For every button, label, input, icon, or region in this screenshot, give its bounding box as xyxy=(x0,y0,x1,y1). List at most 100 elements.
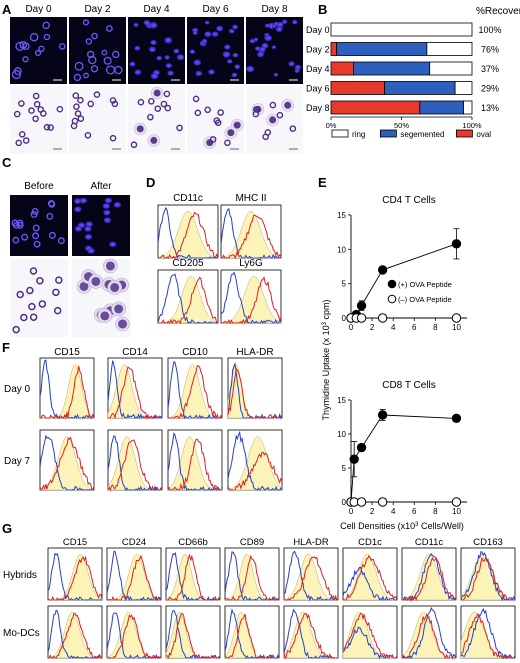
histogram-blue-trace xyxy=(224,551,280,602)
histogram-red-trace xyxy=(342,554,398,601)
cell-nucleus xyxy=(114,304,124,314)
bar-ring xyxy=(330,22,473,37)
data-point xyxy=(451,313,462,323)
nucleus-oval xyxy=(84,234,93,240)
legend-swatch xyxy=(379,129,397,138)
histogram-red-trace xyxy=(39,436,95,492)
cell-nucleus xyxy=(147,97,155,105)
nucleus-ring xyxy=(38,45,45,52)
nucleus-oval xyxy=(150,39,157,46)
cell-nucleus xyxy=(29,313,38,321)
nucleus-ring xyxy=(12,236,20,244)
cell-nucleus xyxy=(56,105,64,113)
histogram-blue-trace xyxy=(220,271,282,324)
nucleus-oval xyxy=(109,241,117,248)
nucleus-oval xyxy=(246,65,255,73)
bar-ring xyxy=(426,42,473,56)
nucleus-ring xyxy=(22,56,29,63)
nucleus-ring xyxy=(90,65,99,73)
marker-label: CD15 xyxy=(54,347,80,358)
cell-nucleus xyxy=(136,125,144,133)
y-tick-label: 10 xyxy=(337,245,346,254)
nucleus-oval xyxy=(84,226,92,232)
cell-nucleus xyxy=(77,96,84,104)
cell-nucleus xyxy=(100,311,110,321)
marker-label: CD205 xyxy=(172,258,204,269)
nucleus-oval xyxy=(143,20,151,26)
marker-label: CD163 xyxy=(473,537,503,548)
cell-nucleus xyxy=(192,95,200,103)
cell-nucleus xyxy=(77,115,85,122)
cell-nucleus xyxy=(276,111,284,119)
histogram-control-fill xyxy=(157,275,219,324)
row-label: Hybrids xyxy=(3,570,37,581)
nucleus-ring xyxy=(106,25,113,32)
nucleus-ring xyxy=(86,50,95,59)
nucleus-oval xyxy=(271,24,277,29)
cell-nucleus xyxy=(32,92,40,100)
x-tick-label: 0% xyxy=(326,121,337,130)
nucleus-ring xyxy=(101,49,108,56)
histogram-red-trace xyxy=(157,211,219,259)
nucleus-oval xyxy=(232,24,239,30)
histogram-red-trace xyxy=(167,365,223,420)
nucleus-oval xyxy=(133,22,139,27)
nucleus-oval xyxy=(103,217,112,224)
marker-label: CD89 xyxy=(240,537,264,548)
cell-nucleus xyxy=(110,283,120,293)
cell-nucleus xyxy=(87,100,95,108)
nucleus-ring xyxy=(112,50,120,59)
panel-e-line-charts: CD4 T Cells 0 5 10 15 0 2 4 6 8 10 (+) OVA Peptide (… xyxy=(321,195,467,531)
cell-nucleus xyxy=(269,101,277,109)
nucleus-oval xyxy=(103,209,111,216)
histogram-blue-trace xyxy=(401,606,457,660)
data-point xyxy=(349,454,359,464)
data-point xyxy=(451,239,462,249)
legend-label-negative: (–) OVA Peptide xyxy=(398,295,452,304)
marker-label: CD15 xyxy=(63,537,87,548)
histogram-red-trace xyxy=(224,554,280,601)
nucleus-ring xyxy=(73,73,82,82)
cell-nucleus xyxy=(70,122,78,130)
nucleus-oval xyxy=(216,25,224,32)
nucleus-oval xyxy=(164,55,170,60)
nucleus-oval xyxy=(195,70,203,77)
nucleus-oval xyxy=(156,55,163,61)
nucleus-oval xyxy=(74,206,82,213)
nucleus-ring xyxy=(29,32,39,42)
nucleus-ring xyxy=(19,41,28,49)
histogram-red-trace xyxy=(461,556,515,601)
x-axis-label-end: Cells/Well) xyxy=(419,521,464,531)
panel-label-d: D xyxy=(146,175,155,190)
cell-nucleus xyxy=(224,139,231,147)
nucleus-ring xyxy=(34,49,42,57)
nucleus-ring xyxy=(43,33,51,41)
nucleus-oval xyxy=(253,37,259,42)
marker-label: CD11c xyxy=(415,537,444,548)
recovery-value: 100% xyxy=(478,25,501,35)
histogram-red-trace xyxy=(283,612,339,660)
histogram-blue-trace xyxy=(107,435,163,492)
marker-label: Ly6G xyxy=(239,258,263,269)
nucleus-oval xyxy=(74,198,82,204)
histogram-red-trace xyxy=(167,438,222,491)
nucleus-oval xyxy=(134,69,142,75)
legend-swatch xyxy=(455,129,473,138)
nucleus-oval xyxy=(208,69,215,75)
histogram-red-trace xyxy=(221,276,282,325)
histogram-red-trace xyxy=(220,214,282,260)
bar-oval xyxy=(330,100,421,115)
x-tick-label: 6 xyxy=(412,507,417,516)
x-tick-label: 10 xyxy=(452,323,461,332)
column-label: Day 6 xyxy=(202,4,229,15)
cell-nucleus xyxy=(79,281,89,291)
legend-label: ring xyxy=(352,130,365,139)
cell-nucleus xyxy=(29,267,38,275)
legend-swatch xyxy=(331,129,349,138)
histogram-blue-trace xyxy=(220,208,282,260)
histogram-red-trace xyxy=(47,612,103,659)
cell-nucleus xyxy=(213,117,221,124)
nucleus-ring xyxy=(57,237,65,245)
row-label: Day 7 xyxy=(4,456,31,467)
cell-nucleus xyxy=(32,115,39,123)
